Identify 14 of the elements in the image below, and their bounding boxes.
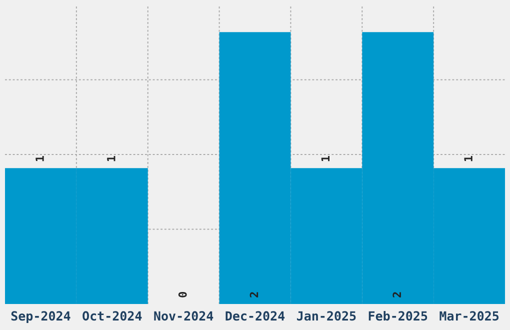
- x-tick-label: Jan-2025: [296, 311, 356, 321]
- data-label: 1: [321, 156, 330, 162]
- x-tick-label: Mar-2025: [440, 311, 499, 321]
- data-label: 0: [178, 292, 187, 298]
- x-tick-label: Sep-2024: [11, 311, 70, 324]
- data-label: 1: [464, 156, 472, 162]
- data-label: 2: [250, 292, 258, 298]
- data-label: 1: [36, 156, 44, 162]
- data-label: 1: [107, 156, 116, 162]
- x-tick-label: Dec-2024: [226, 311, 285, 321]
- x-tick-label: Feb-2025: [368, 310, 428, 321]
- x-tick-label: Oct-2024: [82, 311, 142, 321]
- data-label: 2: [392, 292, 401, 298]
- x-tick-label: Nov-2024: [154, 311, 214, 321]
